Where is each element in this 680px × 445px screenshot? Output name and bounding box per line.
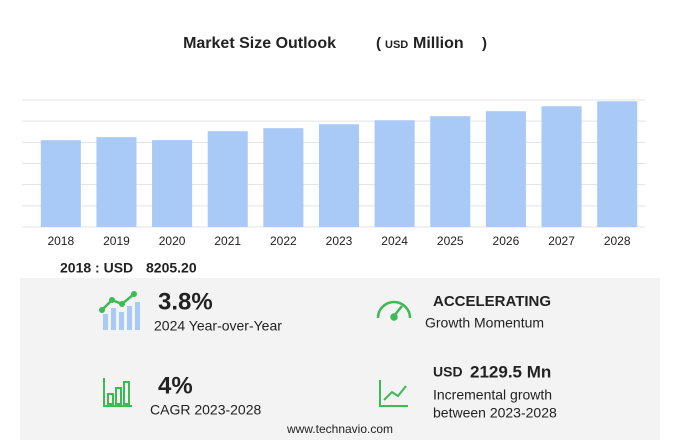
x-tick-label: 2022 bbox=[270, 234, 297, 248]
plot: 2018 2019 2020 2021 2022 2023 2024 2025 2026 2027… bbox=[22, 99, 645, 248]
cagr-value: 4% bbox=[158, 372, 193, 399]
yoy-label: 2024 Year-over-Year bbox=[154, 318, 282, 334]
momentum-value: ACCELERATING bbox=[433, 293, 551, 310]
unit-name: Million bbox=[413, 35, 464, 52]
bar bbox=[152, 140, 193, 227]
momentum-label: Growth Momentum bbox=[425, 315, 544, 331]
bar bbox=[40, 140, 81, 227]
bar bbox=[541, 106, 582, 227]
bar bbox=[374, 120, 415, 227]
bar bbox=[96, 137, 137, 227]
highlight-label: 2018 : USD bbox=[60, 260, 133, 276]
incremental-icon bbox=[379, 380, 408, 407]
incremental-value: 2129.5 Mn bbox=[470, 362, 551, 381]
x-tick-label: 2025 bbox=[437, 234, 464, 248]
highlight-value: 8205.20 bbox=[146, 260, 197, 276]
yoy-value: 3.8% bbox=[158, 288, 213, 315]
cagr-label: CAGR 2023-2028 bbox=[150, 402, 262, 418]
x-tick-label: 2026 bbox=[493, 234, 520, 248]
incremental-currency: USD bbox=[433, 364, 463, 380]
bar bbox=[263, 128, 304, 227]
stats-panel bbox=[20, 278, 660, 440]
x-tick-label: 2027 bbox=[548, 234, 575, 248]
x-tick-label: 2020 bbox=[159, 234, 186, 248]
cagr-icon bbox=[103, 378, 132, 407]
unit-currency: USD bbox=[385, 39, 408, 51]
bar bbox=[318, 124, 360, 227]
chart-title: Market Size Outlook bbox=[183, 35, 336, 52]
momentum-icon bbox=[376, 300, 412, 321]
x-tick-label: 2019 bbox=[103, 234, 130, 248]
incremental-label: Incremental growth bbox=[433, 387, 552, 403]
bar bbox=[597, 101, 638, 227]
bar bbox=[430, 116, 471, 227]
x-tick-label: 2018 bbox=[47, 234, 74, 248]
bar bbox=[485, 111, 526, 227]
x-tick-label: 2023 bbox=[326, 234, 353, 248]
x-tick-label: 2021 bbox=[214, 234, 241, 248]
unit-open: ( bbox=[376, 35, 381, 52]
x-tick-label: 2028 bbox=[604, 234, 631, 248]
bar bbox=[207, 131, 248, 227]
yoy-icon bbox=[99, 291, 140, 330]
footer: www.technavio.com bbox=[286, 422, 393, 436]
x-tick-label: 2024 bbox=[381, 234, 408, 248]
unit-close: ) bbox=[482, 35, 487, 52]
incremental-label: between 2023-2028 bbox=[433, 405, 557, 421]
